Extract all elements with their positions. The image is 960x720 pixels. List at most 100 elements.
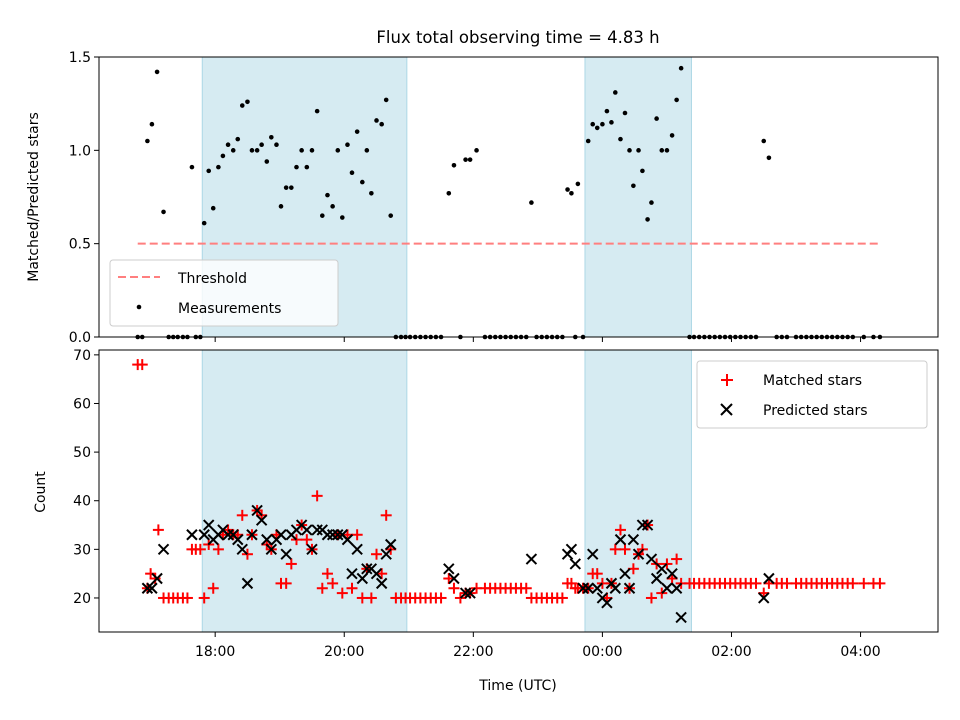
y-tick-label: 20 — [73, 591, 91, 607]
measurement-point — [613, 90, 618, 95]
measurement-point — [761, 138, 767, 144]
legend-matched-swatch — [721, 374, 733, 386]
predicted-star-point — [157, 543, 170, 556]
predicted-star-point — [614, 533, 627, 546]
measurement-point — [379, 121, 384, 127]
measurement-point — [354, 129, 360, 134]
x-ticks — [214, 337, 862, 342]
matched-star-point — [661, 558, 673, 570]
predicted-star-point — [141, 582, 154, 594]
predicted-star-point — [385, 538, 397, 551]
measurement-point — [631, 183, 636, 189]
measurement-point — [206, 168, 212, 174]
legend-predicted-label: Predicted stars — [763, 403, 868, 419]
predicted-star-point — [375, 577, 388, 590]
matched-star-point — [614, 524, 626, 536]
matched-star-point — [327, 577, 339, 589]
plot-frame — [98, 56, 939, 338]
predicted-star-point — [251, 504, 263, 517]
measurement-point — [201, 220, 207, 226]
matched-star-point — [351, 529, 363, 541]
measurement-point — [235, 136, 241, 142]
predicted-star-point — [341, 533, 354, 546]
measurement-point — [299, 148, 304, 153]
measurement-point — [320, 213, 325, 218]
predicted-star-point — [351, 543, 363, 556]
predicted-star-point — [370, 567, 383, 580]
legend-measurement-label: Measurements — [178, 301, 281, 317]
predicted-star-point — [332, 529, 344, 541]
predicted-star-point — [565, 543, 578, 556]
predicted-star-point — [346, 567, 358, 580]
predicted-star-point — [591, 582, 603, 594]
matched-star-point — [236, 509, 248, 521]
measurement-point — [154, 69, 160, 75]
matched-star-point — [316, 582, 328, 594]
matched-star-point — [380, 509, 392, 521]
y-ticks: 20 30 40 50 60 70 — [73, 348, 99, 607]
matched-star-point — [346, 582, 358, 594]
y-ticks: 0.0 0.5 1.0 1.5 — [69, 50, 99, 346]
measurement-point — [565, 187, 570, 192]
measurement-point — [659, 148, 665, 153]
measurement-point — [239, 103, 245, 108]
measurement-point — [349, 170, 355, 176]
measurement-point — [340, 215, 345, 220]
y-tick-label: 0.0 — [69, 330, 91, 346]
matched-star-point — [376, 568, 388, 580]
x-tick-label: 20:00 — [324, 644, 364, 660]
predicted-star-point — [151, 572, 163, 585]
x-axis-label: Time (UTC) — [478, 678, 556, 694]
legend-predicted-swatch — [720, 403, 733, 416]
matched-star-point — [181, 592, 193, 604]
x-tick-label: 18:00 — [195, 644, 235, 660]
predicted-star-point — [356, 572, 369, 585]
x-tick-label: 04:00 — [840, 644, 880, 660]
measurement-point — [264, 159, 270, 164]
x-tick-label: 22:00 — [453, 644, 493, 660]
plot-frame — [98, 349, 939, 633]
matched-star-point — [212, 543, 224, 555]
matched-star-point — [656, 587, 668, 599]
predicted-star-point — [661, 582, 673, 594]
measurement-point — [604, 108, 610, 114]
x-tick-label: 02:00 — [711, 644, 751, 660]
legend-matched-label: Matched stars — [763, 373, 862, 389]
y-tick-label: 60 — [73, 396, 91, 412]
matched-star-point — [321, 568, 333, 580]
predicted-star-point — [582, 582, 594, 594]
panel-ratio: Flux total observing time = 4.83 h Match… — [26, 28, 939, 346]
measurement-point — [451, 162, 457, 168]
predicted-star-point — [306, 543, 318, 556]
y-tick-label: 50 — [73, 445, 91, 461]
predicted-star-point — [255, 514, 268, 526]
measurement-point — [467, 157, 473, 162]
measurement-point — [766, 155, 772, 161]
measurement-point — [374, 118, 379, 123]
matched-star-point — [336, 587, 348, 599]
measurement-point — [249, 148, 255, 153]
matched-star-point — [448, 582, 460, 594]
matched-star-point — [290, 534, 302, 546]
y-tick-label: 1.5 — [69, 50, 91, 66]
predicted-star-point — [361, 563, 373, 575]
predicted-star-point — [443, 563, 455, 575]
measurement-point — [669, 133, 675, 138]
predicted-star-point — [650, 572, 663, 585]
matched-star-point — [454, 592, 466, 604]
legend-box — [696, 360, 928, 429]
measurement-point — [364, 148, 370, 153]
measurement-point — [674, 97, 679, 103]
measurement-point — [640, 168, 645, 174]
x-tick-label: 00:00 — [582, 644, 622, 660]
matched-star-point — [609, 543, 621, 555]
predicted-star-point — [311, 524, 323, 536]
matched-star-point — [591, 568, 603, 580]
predicted-star-point — [670, 582, 683, 594]
predicted-star-point — [280, 548, 292, 560]
matched-star-point — [241, 548, 253, 560]
shaded-observing-window — [201, 349, 408, 633]
matched-star-point — [194, 543, 206, 555]
legend-threshold-label: Threshold — [177, 271, 247, 287]
predicted-star-point — [587, 548, 599, 560]
